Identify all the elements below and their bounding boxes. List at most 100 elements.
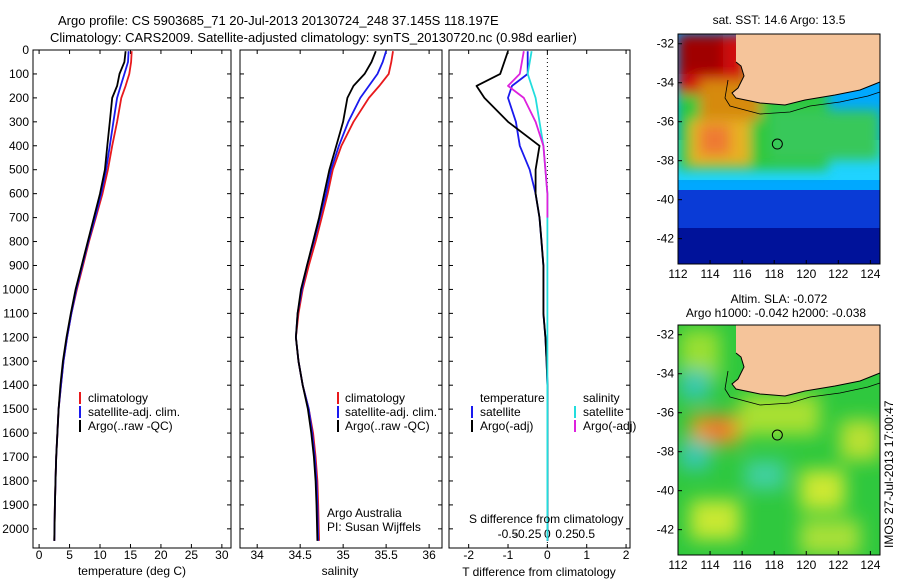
depth-tick-label: 2000 (2, 522, 29, 536)
map-y-tick-label: -40 (657, 484, 675, 498)
coastline (731, 61, 880, 106)
x-tick-label: 2 (623, 548, 630, 562)
annotation-pi: PI: Susan Wijffels (327, 520, 421, 534)
temperature-x-axis: 0 5 10 15 20 25 30 (36, 50, 229, 562)
map-x-tick-label: 112 (668, 267, 687, 281)
salinity-x-axis: 34 34.5 35 35.5 36 (251, 50, 436, 562)
map-y-tick-label: -36 (657, 115, 675, 129)
legend-label-satellite: satellite-adj. clim. (345, 405, 437, 419)
depth-tick-label: 700 (9, 211, 29, 225)
legend-label-temp-satellite: satellite (480, 405, 521, 419)
x-tick-label: 34.5 (288, 548, 312, 562)
sla-map-frame (677, 324, 881, 556)
sla-map-title-2: Argo h1000: -0.042 h2000: -0.038 (686, 306, 866, 320)
imos-stamp: IMOS 27-Jul-2013 17:00:47 (882, 400, 896, 548)
temperature-xlabel: temperature (deg C) (78, 564, 186, 578)
x-tick-label: 34 (251, 548, 265, 562)
legend-label-argo: Argo(..raw -QC) (88, 419, 173, 433)
depth-tick-label: 400 (9, 139, 29, 153)
legend-title-salinity: salinity (583, 391, 620, 405)
temperature-legend: climatology satellite-adj. clim. Argo(..… (79, 391, 180, 433)
x-tick-label: 20 (154, 548, 168, 562)
legend-label-climatology: climatology (88, 391, 148, 405)
australia-land (732, 325, 880, 396)
legend-title-temperature: temperature (480, 391, 545, 405)
x-tick-label: 25 (185, 548, 199, 562)
map-y-tick-label: -34 (657, 76, 675, 90)
map-x-tick-label: 116 (733, 267, 752, 281)
map-y-tick-label: -42 (657, 232, 675, 246)
legend-label-climatology: climatology (345, 391, 405, 405)
map-y-tick-label: -38 (657, 154, 675, 168)
depth-tick-label: 900 (9, 258, 29, 272)
x-tick-label: 35.5 (374, 548, 398, 562)
sla-map-field (678, 325, 880, 555)
depth-tick-label: 300 (9, 115, 29, 129)
difference-legend: temperature satellite Argo(-adj) salinit… (471, 391, 636, 433)
series-salinity-argo-adj- (507, 51, 549, 218)
map-x-tick-label: 118 (765, 558, 784, 572)
x-tick-label: 10 (93, 548, 107, 562)
map-x-tick-label: 120 (796, 267, 816, 281)
s-diff-tick-label: -0.25 (514, 527, 542, 541)
depth-tick-label: 100 (9, 67, 29, 81)
depth-tick-label: 1600 (2, 426, 29, 440)
map-y-tick-label: -32 (657, 37, 675, 51)
sla-map-title-1: Altim. SLA: -0.072 (731, 292, 828, 306)
legend-label-temp-argo: Argo(-adj) (480, 419, 533, 433)
argo-location-marker (771, 138, 783, 150)
difference-series (475, 50, 549, 541)
x-tick-label: 15 (124, 548, 138, 562)
map-y-tick-label: -36 (657, 406, 675, 420)
map-y-tick-label: -38 (657, 445, 675, 459)
map-x-tick-label: 114 (700, 558, 719, 572)
x-tick-label: 36 (422, 548, 436, 562)
legend-label-satellite: satellite-adj. clim. (88, 405, 180, 419)
x-tick-label: -1 (503, 548, 514, 562)
salinity-xlabel: salinity (322, 564, 359, 578)
sla-anomaly-patches (680, 330, 880, 555)
x-tick-label: 30 (215, 548, 229, 562)
map-x-tick-label: 124 (860, 267, 880, 281)
difference-xlabel: T difference from climatology (462, 565, 616, 579)
difference-x-axis: -2 -1 0 1 2-0.5-0.25 0 0.25 0.5 (463, 50, 630, 562)
x-tick-label: 0 (36, 548, 43, 562)
depth-tick-label: 1900 (2, 498, 29, 512)
sst-map-title: sat. SST: 14.6 Argo: 13.5 (713, 13, 846, 27)
s-diff-tick-label: 0.25 (555, 527, 579, 541)
map-y-tick-label: -34 (657, 367, 675, 381)
argo-location-marker (771, 429, 783, 441)
s-diff-tick-label: 0.5 (578, 527, 595, 541)
map-x-tick-label: 120 (796, 558, 816, 572)
annotation-argo-australia: Argo Australia (327, 506, 402, 520)
temperature-panel (32, 49, 232, 549)
x-tick-label: -2 (463, 548, 474, 562)
series-salinity-satellite (526, 51, 549, 541)
sst-band-cold (678, 228, 880, 264)
sla-map-axes: 112 114 116 118 120 122 124 -32 -34 -36 -38 -40 -42 (657, 328, 881, 572)
sst-band-cool (678, 190, 880, 230)
depth-tick-label: 1500 (2, 402, 29, 416)
depth-tick-label: 200 (9, 91, 29, 105)
australia-land (732, 34, 880, 105)
map-x-tick-label: 116 (733, 558, 752, 572)
figure-title-line1: Argo profile: CS 5903685_71 20-Jul-2013 … (58, 13, 499, 28)
depth-tick-label: 1000 (2, 282, 29, 296)
legend-label-sal-satellite: satellite (583, 405, 624, 419)
map-x-tick-label: 112 (668, 558, 687, 572)
s-diff-tick-label: -0.5 (498, 527, 519, 541)
depth-tick-label: 0 (22, 43, 29, 57)
depth-tick-label: 1300 (2, 354, 29, 368)
depth-tick-label: 800 (9, 235, 29, 249)
depth-tick-label: 1700 (2, 450, 29, 464)
depth-contour (724, 79, 880, 115)
sst-map-field (678, 34, 880, 264)
depth-tick-label: 600 (9, 187, 29, 201)
temperature-series (53, 51, 133, 541)
legend-label-sal-argo: Argo(-adj) (583, 419, 636, 433)
sst-map-axes: 112 114 116 118 120 122 124 -32 -34 -36 -38 -40 -42 (657, 37, 881, 281)
x-tick-label: 1 (583, 548, 590, 562)
sst-map-frame (677, 33, 881, 265)
figure-title-line2: Climatology: CARS2009. Satellite-adjuste… (50, 30, 577, 45)
depth-contour (724, 370, 880, 406)
